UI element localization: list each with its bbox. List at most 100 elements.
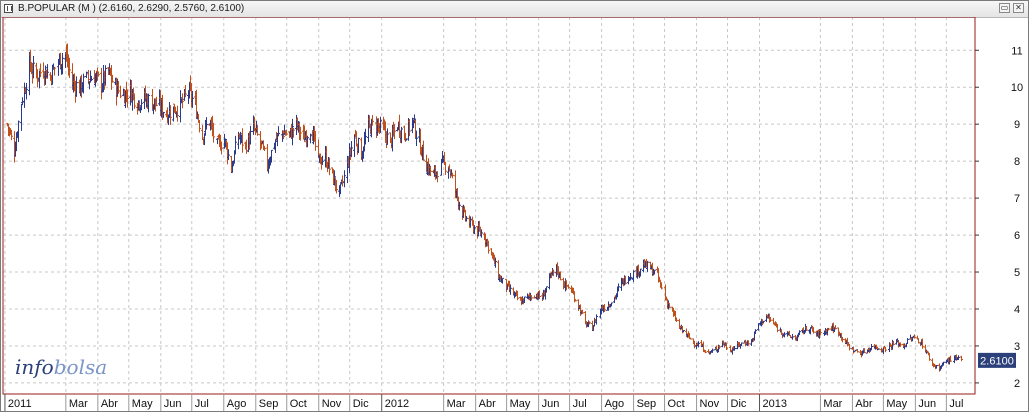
y-tick-label: 6	[1014, 230, 1020, 242]
ohlc-bar	[509, 284, 512, 295]
ohlc-bar	[132, 87, 135, 101]
ohlc-bar	[565, 280, 568, 291]
last-price-tag-background	[978, 352, 1016, 368]
y-tick-label: 5	[1014, 267, 1020, 279]
ohlc-bar	[350, 141, 353, 158]
chart-window-icon[interactable]	[4, 4, 13, 13]
y-tick-label: 4	[1014, 304, 1020, 316]
x-month-label: Sep	[637, 398, 657, 410]
ohlc-bar	[776, 324, 779, 333]
ohlc-bar	[805, 326, 808, 331]
ohlc-bar	[277, 126, 280, 137]
ohlc-bar	[357, 137, 360, 153]
ohlc-bar	[256, 124, 259, 136]
x-month-label: May	[510, 398, 531, 410]
x-month-label: Abr	[479, 398, 496, 410]
ohlc-bar	[179, 90, 182, 123]
ohlc-bar	[17, 120, 20, 143]
price-chart[interactable]: 2 3 4 5 6 7 8 9 10 11 2011 Mar Abr May Jun Jul Ago Sep Oc…	[1, 17, 1028, 411]
ohlc-bar	[798, 330, 801, 336]
svg-text:infobolsa: infobolsa	[15, 355, 107, 379]
ohlc-bar	[704, 350, 707, 354]
ohlc-bar	[23, 82, 26, 108]
ohlc-bar	[119, 85, 122, 99]
ohlc-bar	[693, 340, 696, 349]
last-price-value: 2.6100	[980, 355, 1014, 367]
ohlc-bar	[921, 338, 924, 349]
ohlc-bar	[140, 99, 143, 111]
ohlc-bar	[291, 118, 294, 146]
ohlc-bar	[769, 317, 772, 322]
ohlc-bar	[935, 364, 938, 369]
ohlc-bar	[494, 257, 497, 268]
ohlc-bar	[224, 138, 227, 148]
title-bar: B.POPULAR (M ) (2.6160, 2.6290, 2.5760, …	[1, 1, 1028, 18]
x-month-label: Dic	[731, 398, 747, 410]
ohlc-bar	[906, 338, 909, 344]
ohlc-bar	[292, 127, 295, 138]
ohlc-bar	[451, 172, 454, 179]
ohlc-bar	[10, 129, 13, 141]
grid	[3, 17, 975, 394]
ohlc-bar	[133, 94, 136, 109]
ohlc-bar	[44, 65, 47, 85]
ohlc-bar	[46, 64, 49, 78]
x-month-label: Jun	[164, 398, 182, 410]
x-year-label: 2012	[385, 398, 409, 410]
ohlc-bar	[559, 271, 562, 281]
ohlc-bar	[913, 334, 916, 339]
ohlc-bar	[740, 342, 743, 347]
ohlc-bar	[191, 91, 194, 108]
ohlc-bar	[25, 82, 28, 100]
ohlc-bar	[490, 248, 493, 256]
ohlc-bar	[274, 139, 277, 153]
ohlc-bar	[111, 74, 114, 83]
x-month-label: Jul	[195, 398, 209, 410]
ohlc-bar	[184, 84, 187, 98]
ohlc-bar	[201, 124, 204, 140]
ohlc-bar	[783, 332, 786, 338]
ohlc-bar	[653, 269, 656, 275]
x-month-label: Jun	[542, 398, 560, 410]
x-month-label: Nov	[700, 398, 720, 410]
x-month-label: Dic	[353, 398, 369, 410]
x-month-label: Mar	[447, 398, 466, 410]
ohlc-bar	[205, 117, 208, 130]
y-axis: 2 3 4 5 6 7 8 9 10 11	[975, 45, 1023, 390]
ohlc-bar	[682, 330, 685, 333]
ohlc-bar	[155, 96, 158, 107]
ohlc-bar	[162, 111, 165, 118]
ohlc-bar	[841, 336, 844, 343]
ohlc-bar	[480, 229, 483, 238]
ohlc-bar	[53, 67, 56, 76]
ohlc-bar	[725, 342, 728, 350]
x-month-label: Jul	[949, 398, 963, 410]
ohlc-bar	[85, 71, 88, 78]
ohlc-bar	[436, 171, 439, 183]
ohlc-bar	[632, 270, 635, 283]
y-tick-label: 10	[1011, 82, 1023, 94]
close-button[interactable]: ✕	[1013, 3, 1024, 13]
infobolsa-logo: infobolsa	[15, 355, 107, 379]
ohlc-bar	[877, 348, 880, 350]
ohlc-bar	[789, 335, 792, 339]
ohlc-bar	[75, 76, 78, 97]
ohlc-bar	[617, 283, 620, 292]
ohlc-bar	[949, 355, 952, 362]
ohlc-bar	[624, 275, 627, 285]
ohlc-bar	[884, 347, 887, 353]
ohlc-bar	[379, 116, 382, 133]
x-month-label: Oct	[290, 398, 307, 410]
ohlc-bar	[415, 130, 418, 147]
ohlc-bar	[689, 338, 692, 340]
y-tick-label: 2	[1014, 378, 1020, 390]
ohlc-bar	[679, 325, 682, 331]
ohlc-bar	[458, 201, 461, 211]
ohlc-bar	[827, 328, 830, 331]
ohlc-bar	[581, 309, 584, 314]
x-month-label: Sep	[259, 398, 279, 410]
ohlc-bar	[853, 350, 856, 352]
ohlc-bar	[299, 126, 302, 141]
last-price-tag: 2.6100	[978, 352, 1016, 368]
restore-button[interactable]: ▭	[999, 3, 1010, 13]
